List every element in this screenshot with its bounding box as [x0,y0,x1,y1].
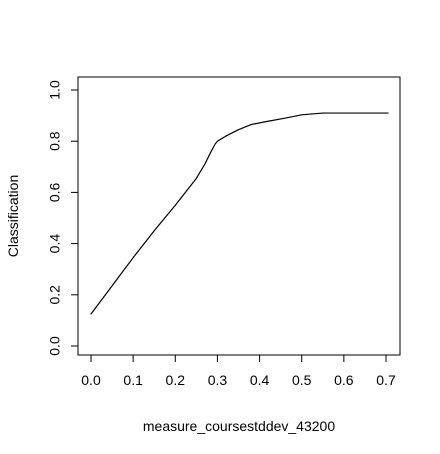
y-axis-title: Classification [5,175,21,257]
y-tick-label: 0.4 [47,234,63,254]
x-tick-label: 0.1 [123,372,143,388]
y-axis: 0.0 0.2 0.4 0.6 0.8 1.0 [47,80,79,356]
x-tick-label: 0.6 [334,372,354,388]
y-tick-label: 0.6 [47,182,63,202]
x-tick-label: 0.2 [166,372,186,388]
series-line [90,112,389,315]
x-tick-label: 0.0 [81,372,101,388]
plot-frame [77,76,401,356]
x-tick-label: 0.5 [292,372,312,388]
x-axis-title: measure_coursestddev_43200 [143,418,335,434]
x-tick-label: 0.3 [208,372,228,388]
y-tick-label: 0.8 [47,131,63,151]
x-axis: 0.0 0.1 0.2 0.3 0.4 0.5 0.6 0.7 [81,354,396,388]
y-tick-label: 0.2 [47,285,63,305]
y-tick-label: 0.0 [47,336,63,356]
x-tick-label: 0.7 [376,372,396,388]
y-tick-label: 1.0 [47,80,63,100]
x-tick-label: 0.4 [250,372,270,388]
series-layer [90,112,389,315]
